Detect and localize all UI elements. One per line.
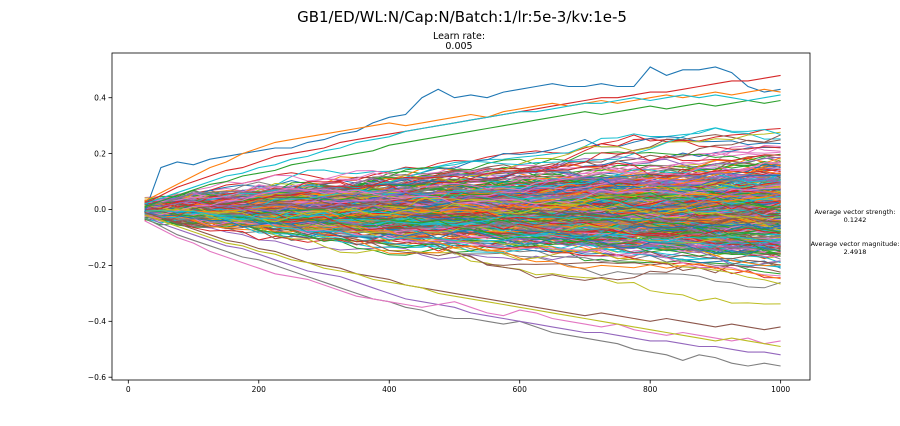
trajectory-line (144, 201, 781, 251)
trajectory-line (144, 152, 781, 211)
plot-frame (111, 52, 811, 381)
trajectory-line (144, 161, 781, 208)
x-tick-label: 600 (513, 385, 528, 394)
y-axis: −0.6 −0.4 −0.2 0.0 0.2 0.4 (88, 93, 112, 382)
strength-label: Average vector strength: (814, 208, 895, 216)
y-tick-label: −0.6 (88, 373, 106, 382)
trajectory-line (144, 162, 781, 207)
series-line (144, 99, 781, 208)
chart-subtitle-line1: Learn rate: (433, 31, 485, 42)
trajectory-line (144, 174, 781, 214)
series-line (144, 214, 781, 356)
trajectory-line (144, 210, 781, 277)
trajectory-line (144, 192, 781, 211)
trajectory-line (144, 187, 781, 217)
x-tick-label: 400 (382, 385, 397, 394)
trajectory-line (144, 204, 781, 285)
trajectory-line (144, 186, 781, 227)
strength-value: 0.1242 (844, 216, 867, 224)
series-line (144, 94, 781, 205)
x-tick-label: 1000 (771, 385, 790, 394)
background-trajectories (144, 127, 781, 305)
x-tick-label: 0 (126, 385, 131, 394)
trajectory-line (144, 188, 781, 215)
trajectory-line (144, 209, 781, 253)
trajectory-line (144, 210, 781, 243)
chart-title: GB1/ED/WL:N/Cap:N/Batch:1/lr:5e-3/kv:1e-… (297, 8, 627, 26)
series-line (144, 66, 781, 213)
chart-subtitle-line2: 0.005 (445, 41, 472, 52)
x-axis: 0 200 400 600 800 1000 (126, 380, 790, 394)
series-lines (144, 66, 781, 367)
trajectory-line (144, 212, 781, 245)
y-tick-label: 0.4 (94, 93, 106, 102)
x-tick-label: 800 (643, 385, 658, 394)
y-tick-label: 0.2 (94, 149, 106, 158)
y-tick-label: −0.2 (88, 261, 106, 270)
y-tick-label: −0.4 (88, 317, 106, 326)
x-tick-label: 200 (252, 385, 267, 394)
magnitude-label: Average vector magnitude: (811, 240, 900, 248)
trajectory-line (144, 202, 781, 223)
trajectory-line (144, 201, 781, 233)
trajectory-line (144, 177, 781, 216)
trajectory-line (144, 213, 781, 243)
series-line (144, 214, 781, 348)
trajectory-line (144, 197, 781, 231)
magnitude-value: 2.4918 (844, 248, 867, 256)
trajectory-line (144, 204, 781, 268)
trajectory-line (144, 209, 781, 254)
y-tick-label: 0.0 (94, 205, 106, 214)
trajectory-line (144, 200, 781, 219)
trajectory-line (144, 156, 781, 206)
trajectory-line (144, 215, 781, 261)
series-line (144, 211, 781, 331)
series-line (144, 217, 781, 367)
trajectory-line (144, 127, 781, 212)
